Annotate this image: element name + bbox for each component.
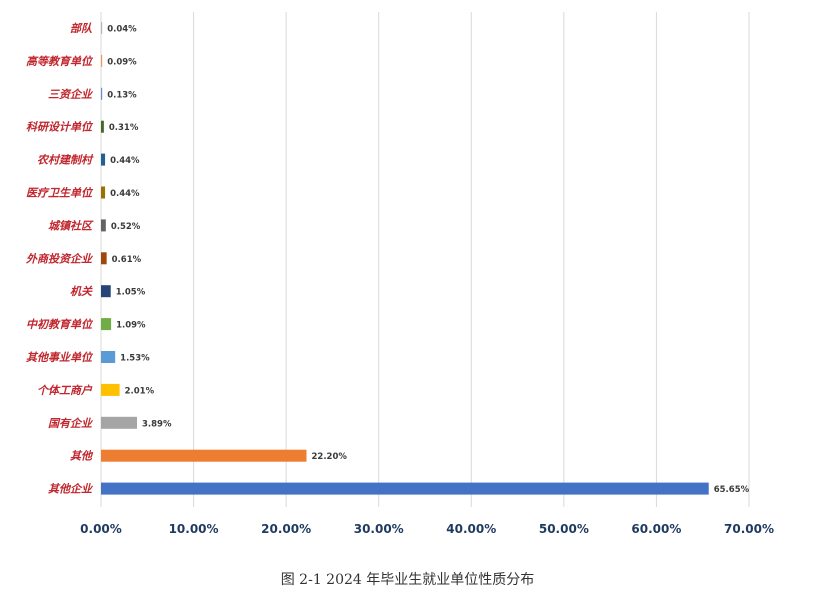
category-label: 医疗卫生单位 bbox=[26, 187, 94, 200]
bar bbox=[101, 351, 116, 363]
x-tick-label: 20.00% bbox=[261, 522, 311, 536]
x-tick-label: 70.00% bbox=[724, 522, 774, 536]
data-label: 0.13% bbox=[107, 90, 137, 100]
bar bbox=[101, 318, 112, 331]
value-labels: 0.04% 0.09% 0.13% 0.31% 0.44% 0.44% 0.52% 0.61%… bbox=[107, 25, 749, 496]
category-label: 部队 bbox=[70, 22, 93, 35]
x-tick-label: 0.00% bbox=[80, 522, 122, 536]
data-label: 3.89% bbox=[142, 419, 172, 429]
category-label: 其他事业单位 bbox=[26, 351, 94, 364]
data-label: 22.20% bbox=[312, 452, 348, 462]
category-labels: 部队高等教育单位三资企业科研设计单位农村建制村医疗卫生单位城镇社区外商投资企业机… bbox=[25, 22, 94, 496]
x-tick-label: 50.00% bbox=[539, 522, 589, 536]
data-label: 65.65% bbox=[714, 485, 750, 495]
bar bbox=[101, 87, 103, 100]
data-label: 1.53% bbox=[120, 354, 150, 364]
bars bbox=[101, 22, 709, 495]
data-label: 1.05% bbox=[116, 288, 146, 298]
x-tick-label: 10.00% bbox=[169, 522, 219, 536]
category-label: 三资企业 bbox=[48, 88, 94, 101]
category-label: 农村建制村 bbox=[37, 154, 94, 167]
bar bbox=[101, 153, 106, 166]
category-label: 外商投资企业 bbox=[25, 252, 94, 265]
data-label: 0.52% bbox=[111, 222, 141, 232]
bar bbox=[101, 482, 709, 495]
data-label: 0.31% bbox=[109, 123, 139, 133]
data-label: 0.44% bbox=[110, 189, 140, 199]
category-label: 其他 bbox=[70, 450, 94, 463]
data-label: 0.44% bbox=[110, 156, 140, 166]
bar bbox=[101, 54, 103, 67]
x-axis-tick-labels: 0.00% 10.00% 20.00% 30.00% 40.00% 50.00% 60.00… bbox=[80, 522, 774, 536]
data-label: 0.61% bbox=[112, 255, 142, 265]
category-label: 机关 bbox=[70, 285, 93, 298]
bar bbox=[101, 449, 307, 462]
category-label: 个体工商户 bbox=[37, 384, 93, 397]
x-tick-label: 40.00% bbox=[446, 522, 496, 536]
bar bbox=[101, 285, 111, 298]
x-tick-label: 60.00% bbox=[631, 522, 681, 536]
category-label: 高等教育单位 bbox=[26, 55, 94, 68]
bar bbox=[101, 186, 106, 199]
x-tick-label: 30.00% bbox=[354, 522, 404, 536]
bar-chart: 部队高等教育单位三资企业科研设计单位农村建制村医疗卫生单位城镇社区外商投资企业机… bbox=[25, 12, 774, 536]
data-label: 0.04% bbox=[107, 25, 137, 35]
bar bbox=[101, 120, 104, 133]
category-label: 国有企业 bbox=[48, 417, 94, 430]
figure-caption: 图 2-1 2024 年毕业生就业单位性质分布 bbox=[280, 572, 535, 588]
category-label: 中初教育单位 bbox=[26, 318, 94, 331]
bar bbox=[101, 219, 106, 232]
data-label: 0.09% bbox=[107, 57, 137, 67]
category-label: 城镇社区 bbox=[48, 219, 94, 232]
bar bbox=[101, 383, 120, 396]
bar bbox=[101, 416, 138, 429]
category-label: 科研设计单位 bbox=[26, 121, 94, 134]
bar bbox=[101, 22, 103, 34]
data-label: 2.01% bbox=[125, 386, 155, 396]
data-label: 1.09% bbox=[116, 321, 146, 331]
category-label: 其他企业 bbox=[48, 483, 94, 496]
gridlines bbox=[100, 12, 750, 507]
bar bbox=[101, 252, 107, 265]
